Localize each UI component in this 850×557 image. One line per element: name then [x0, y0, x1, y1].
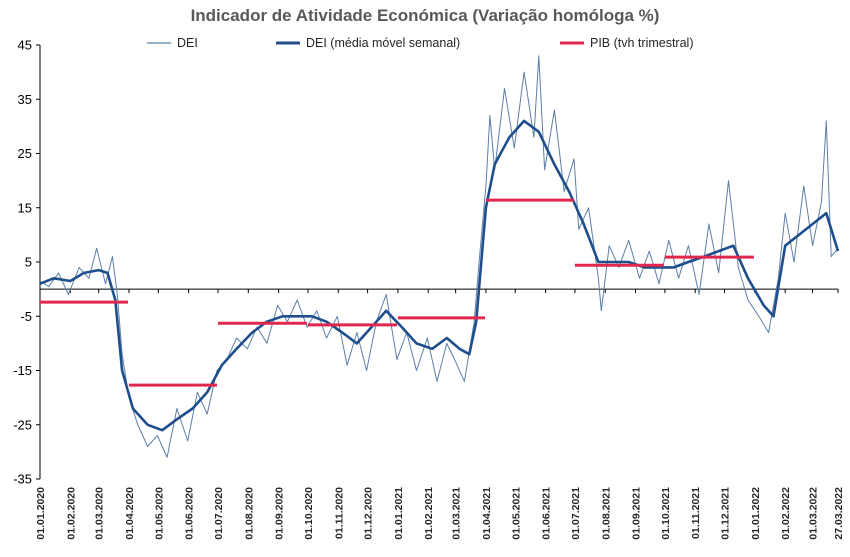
y-tick-label: 45 [18, 38, 32, 53]
legend-item-pib: PIB (tvh trimestral) [560, 36, 694, 50]
x-tick-label: 01.10.2020 [303, 487, 315, 540]
x-tick-label: 01.04.2020 [124, 487, 136, 540]
x-tick-label: 01.07.2020 [213, 487, 225, 540]
x-tick-label: 01.11.2021 [690, 487, 702, 539]
x-tick-label: 01.09.2021 [631, 487, 643, 540]
y-tick-label: 15 [18, 200, 32, 215]
x-tick-label: 01.08.2020 [243, 487, 255, 540]
legend-label-dei: DEI [177, 36, 198, 50]
x-tick-label: 01.10.2021 [660, 487, 672, 540]
x-tick-label: 01.03.2020 [94, 487, 106, 540]
legend-label-pib: PIB (tvh trimestral) [590, 36, 694, 50]
series-line-dei [39, 55, 839, 458]
x-tick-label: 01.11.2020 [333, 487, 345, 539]
y-tick-label: 35 [18, 92, 32, 107]
legend-label-dei-ma: DEI (média móvel semanal) [306, 36, 461, 50]
x-tick-label: 01.08.2021 [600, 487, 612, 540]
y-tick-label: -35 [13, 472, 32, 487]
x-tick-label: 01.04.2021 [481, 487, 493, 540]
legend-item-dei-ma: DEI (média móvel semanal) [276, 36, 460, 50]
y-tick-label: -5 [20, 309, 32, 324]
x-tick-label: 01.12.2021 [720, 487, 732, 540]
x-tick-label: 01.06.2021 [541, 487, 553, 540]
legend-item-dei: DEI [147, 36, 198, 50]
x-tick-label: 01.09.2020 [274, 487, 286, 540]
y-tick-label: -15 [13, 363, 32, 378]
legend-swatch-dei [147, 42, 171, 44]
series-line-dei-ma [39, 119, 840, 432]
x-tick-label: 01.02.2022 [780, 487, 792, 540]
x-tick-label: 01.03.2022 [808, 487, 820, 540]
x-tick-label: 01.05.2020 [153, 487, 165, 540]
x-tick-label: 01.01.2020 [35, 487, 47, 540]
x-tick-label: 01.03.2021 [451, 487, 463, 540]
x-tick-label: 01.02.2020 [65, 487, 77, 540]
x-tick-label: 27.03.2022 [833, 487, 845, 540]
x-tick-label: 01.07.2021 [570, 487, 582, 540]
legend-swatch-dei-ma [276, 41, 300, 45]
legend-swatch-pib [560, 41, 584, 45]
y-tick-label: 5 [25, 255, 32, 270]
x-tick-label: 01.05.2021 [510, 487, 522, 540]
y-tick-label: 25 [18, 146, 32, 161]
x-tick-label: 01.01.2021 [393, 487, 405, 540]
x-tick-label: 01.12.2020 [363, 487, 375, 540]
y-tick-label: -25 [13, 417, 32, 432]
chart-title: Indicador de Atividade Económica (Variaç… [190, 6, 660, 25]
x-tick-label: 01.01.2022 [750, 487, 762, 540]
x-tick-label: 01.02.2021 [423, 487, 435, 540]
x-tick-label: 01.06.2020 [184, 487, 196, 540]
